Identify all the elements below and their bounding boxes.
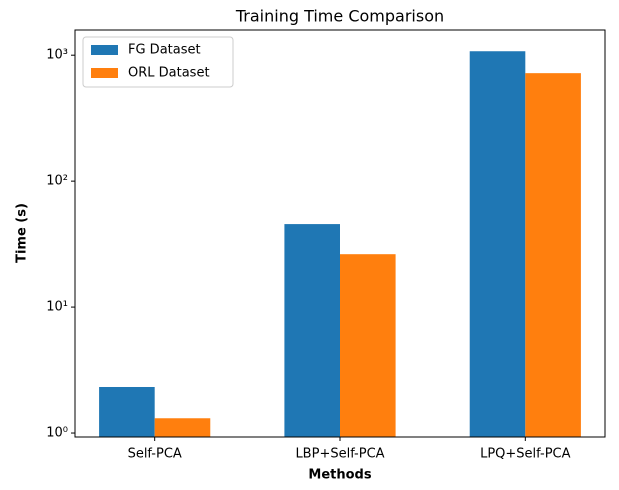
- y-tick-label: 10³: [46, 48, 68, 63]
- bar: [340, 254, 396, 437]
- bar: [469, 51, 526, 438]
- bar: [154, 418, 211, 437]
- x-axis-label: Methods: [308, 468, 371, 483]
- bar: [525, 73, 581, 437]
- legend-swatch: [91, 45, 118, 55]
- y-tick-label: 10²: [46, 174, 68, 189]
- x-tick-label: LPQ+Self-PCA: [480, 447, 571, 462]
- x-tick-label: LBP+Self-PCA: [295, 447, 384, 462]
- y-axis-label: Time (s): [15, 203, 30, 263]
- legend-label: ORL Dataset: [128, 66, 210, 81]
- legend-box: [82, 36, 234, 88]
- plot-frame: [74, 29, 606, 438]
- y-tick-label: 10⁰: [46, 426, 68, 441]
- bar: [284, 224, 340, 437]
- legend-swatch: [91, 68, 118, 78]
- x-tick-label: Self-PCA: [128, 447, 182, 462]
- bar: [99, 386, 155, 437]
- y-tick-label: 10¹: [46, 300, 68, 315]
- legend-label: FG Dataset: [128, 43, 201, 58]
- chart-title: Training Time Comparison: [235, 7, 444, 26]
